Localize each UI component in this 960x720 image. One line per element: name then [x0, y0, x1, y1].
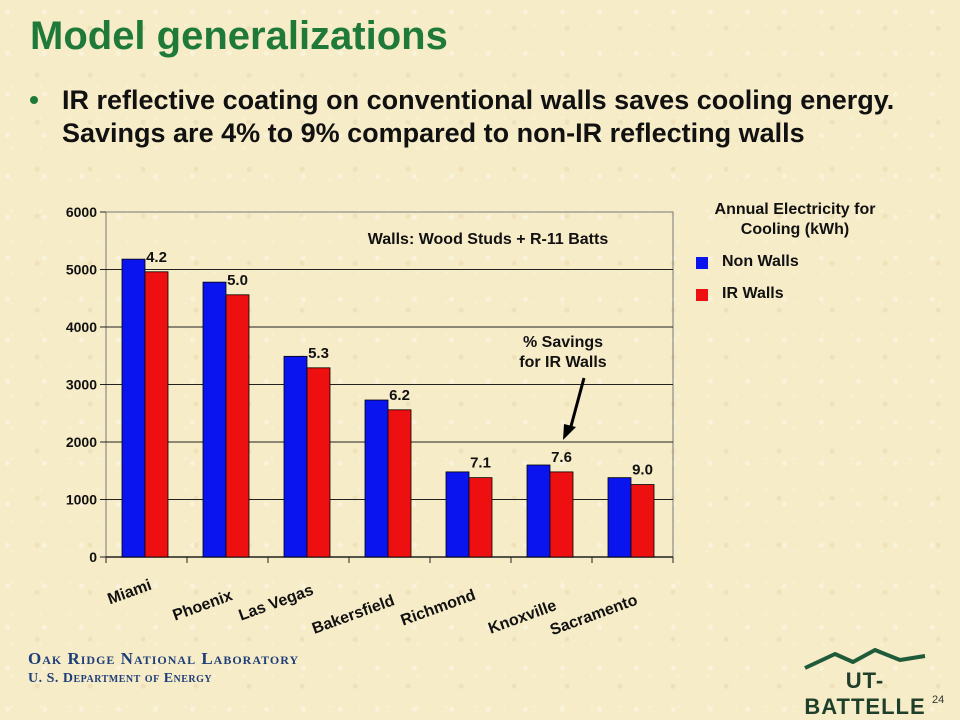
y-tick-label: 1000 — [66, 492, 97, 508]
page-number: 24 — [932, 694, 945, 706]
bar-ir-walls — [144, 271, 169, 558]
savings-data-label: 7.1 — [470, 455, 491, 472]
bar-ir-walls — [468, 477, 493, 558]
legend-title: Annual Electricity for Cooling (kWh) — [714, 201, 876, 238]
legend-swatch-ir-walls — [696, 289, 708, 301]
legend-item-ir-walls: IR Walls — [690, 280, 900, 312]
x-tick-label: Miami — [105, 577, 153, 608]
savings-data-label: 7.6 — [551, 449, 572, 466]
x-tick-label: Bakersfield — [310, 592, 397, 637]
legend-label-ir-walls: IR Walls — [722, 285, 784, 302]
savings-annotation-line1: % Savings — [523, 334, 603, 351]
legend-swatch-non-walls — [696, 257, 708, 269]
x-tick-label: Sacramento — [548, 592, 640, 639]
bullet-icon — [30, 96, 38, 104]
legend-item-non-walls: Non Walls — [690, 248, 900, 280]
chart-legend: Annual Electricity for Cooling (kWh) Non… — [690, 200, 900, 312]
y-tick-label: 0 — [89, 549, 97, 565]
mountain-logo-icon — [804, 648, 926, 670]
savings-annotation-arrowhead — [563, 424, 576, 440]
bar-ir-walls — [630, 484, 655, 558]
bar-non-walls — [283, 355, 308, 558]
savings-data-label: 4.2 — [146, 249, 167, 266]
savings-annotation-line2: for IR Walls — [519, 354, 607, 371]
savings-data-label: 6.2 — [389, 387, 410, 404]
y-tick-label: 4000 — [66, 319, 97, 335]
logo-text: UT-BATTELLE — [804, 668, 926, 719]
x-tick-label: Phoenix — [171, 587, 235, 624]
bullet-point: IR reflective coating on conventional wa… — [28, 84, 928, 150]
x-tick-label: Las Vegas — [236, 582, 315, 625]
bar-non-walls — [202, 281, 227, 558]
ut-battelle-logo: UT-BATTELLE — [795, 648, 935, 719]
bar-ir-walls — [387, 409, 412, 558]
chart-bars — [121, 258, 655, 558]
bar-ir-walls — [225, 294, 250, 558]
savings-data-label: 5.0 — [227, 272, 248, 289]
bullet-text: IR reflective coating on conventional wa… — [62, 85, 895, 148]
bar-non-walls — [526, 464, 551, 558]
chart-inner-label: Walls: Wood Studs + R-11 Batts — [368, 231, 609, 248]
savings-data-label: 5.3 — [308, 345, 329, 362]
y-tick-label: 5000 — [66, 262, 97, 278]
bar-non-walls — [445, 471, 470, 558]
bar-non-walls — [364, 399, 389, 558]
y-tick-label: 3000 — [66, 377, 97, 393]
bar-ir-walls — [549, 471, 574, 558]
x-tick-label: Richmond — [399, 587, 478, 630]
savings-data-label: 9.0 — [632, 462, 653, 479]
footer-department: U. S. Department of Energy — [28, 671, 213, 686]
footer-organization: Oak Ridge National Laboratory — [28, 649, 300, 668]
legend-label-non-walls: Non Walls — [722, 253, 799, 270]
bar-non-walls — [121, 258, 146, 558]
savings-annotation-arrow — [568, 377, 586, 431]
x-tick-label: Knoxville — [486, 597, 559, 637]
bar-non-walls — [607, 477, 632, 558]
y-tick-label: 2000 — [66, 434, 97, 450]
bar-ir-walls — [306, 367, 331, 558]
slide-title: Model generalizations — [30, 14, 448, 58]
y-tick-label: 6000 — [66, 204, 97, 220]
